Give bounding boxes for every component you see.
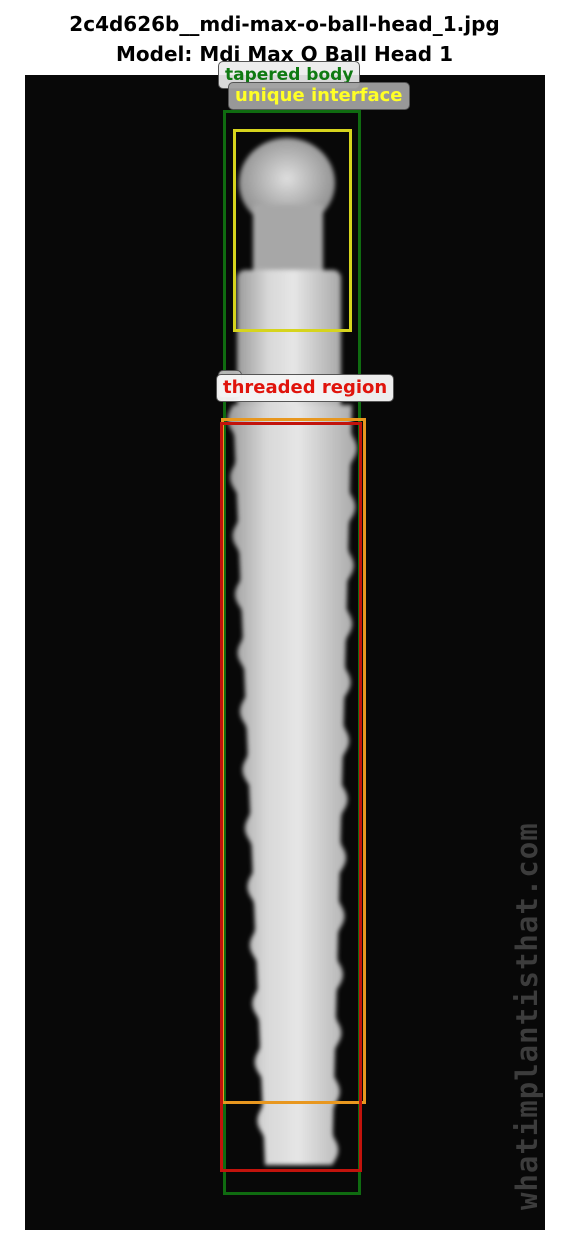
figure-title-filename: 2c4d626b__mdi-max-o-ball-head_1.jpg <box>69 12 500 36</box>
watermark-text: whatimplantisthat.com <box>510 822 544 1210</box>
unique-interface-box <box>233 129 352 332</box>
xray-image-panel: whatimplantisthat.com <box>25 75 545 1230</box>
threaded-region-label: threaded region <box>216 374 395 402</box>
threaded-region-box <box>220 422 362 1172</box>
unique-interface-label: unique interface <box>228 82 410 110</box>
